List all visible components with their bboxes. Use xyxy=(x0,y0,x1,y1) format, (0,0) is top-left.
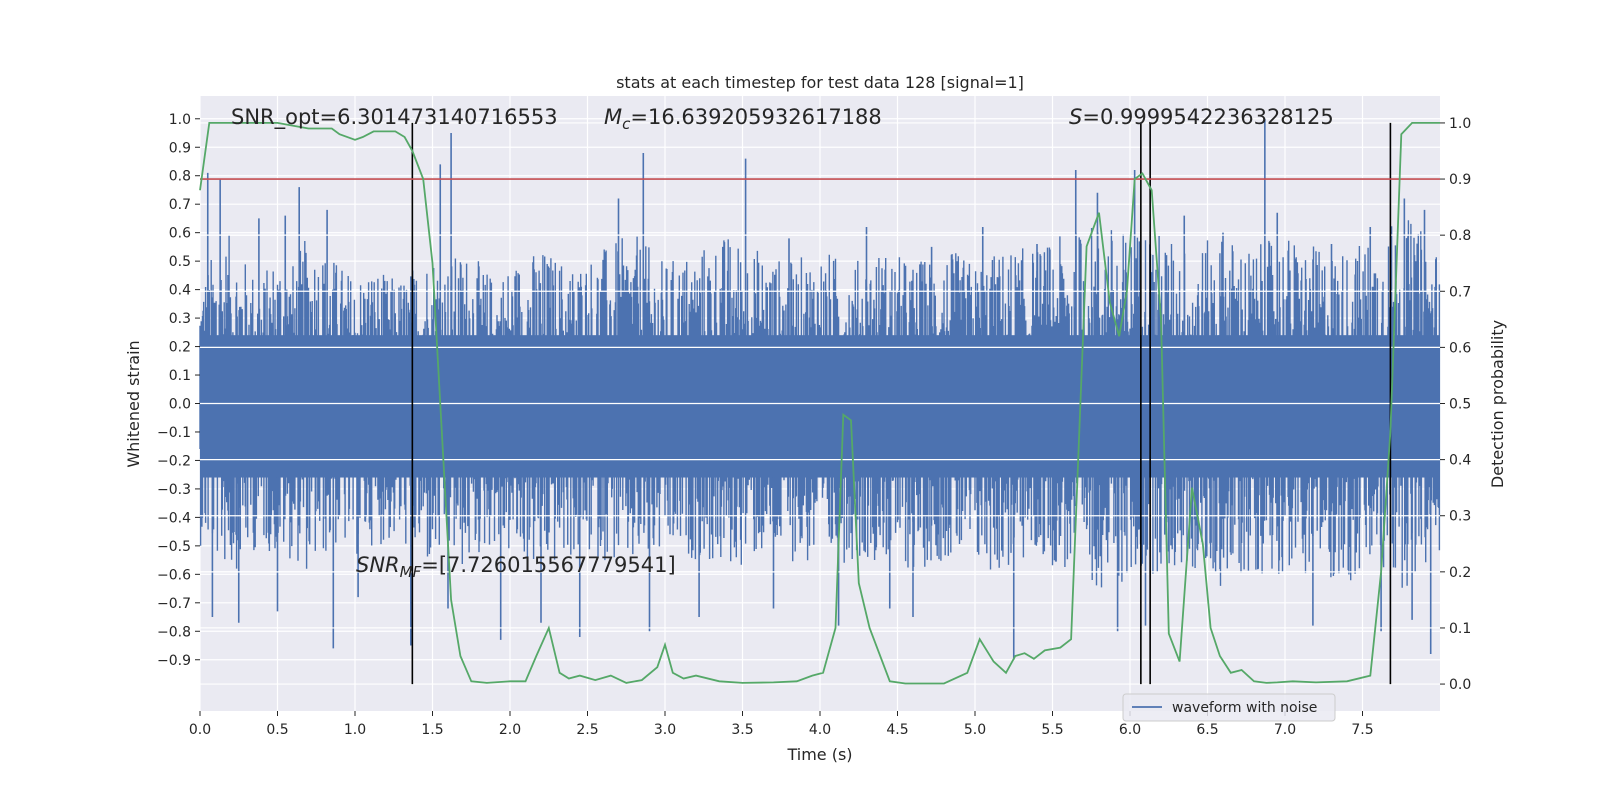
y-tick-label: 0.6 xyxy=(169,226,191,242)
y-tick-label: −0.8 xyxy=(157,624,191,640)
annotation-s: S=0.9999542236328125 xyxy=(1069,105,1334,129)
y-tick-label: 0.1 xyxy=(169,368,191,384)
y-tick-label: 0.5 xyxy=(169,254,191,270)
x-tick-label: 2.5 xyxy=(576,722,598,738)
annotation-snr-mf: SNRMF=[7.726015567779541] xyxy=(356,553,676,581)
waveform-core xyxy=(200,335,1440,478)
x-tick-label: 5.5 xyxy=(1041,722,1063,738)
legend-box xyxy=(1122,693,1336,722)
annotation-chirp-mass-value: =16.639205932617188 xyxy=(630,105,881,129)
y-axis-label: Whitened strain xyxy=(124,340,143,467)
x-tick-label: 1.5 xyxy=(421,722,443,738)
x-axis-label: Time (s) xyxy=(786,745,852,764)
legend: waveform with noise xyxy=(1122,693,1336,722)
annotation-chirp-mass: Mc=16.639205932617188 xyxy=(604,105,882,133)
axes: 0.0 0.5 1.0 1.5 2.0 2.5 3.0 3.5 4.0 4.5 5.0 5.5 6.0 6… xyxy=(157,112,1471,738)
x-tick-label: 0.5 xyxy=(266,722,288,738)
y2-tick-label: 0.6 xyxy=(1449,340,1471,356)
x-tick-label: 3.0 xyxy=(654,722,676,738)
y-tick-label: 0.4 xyxy=(169,283,191,299)
x-tick-label: 6.5 xyxy=(1196,722,1218,738)
annotation-s-value: =0.9999542236328125 xyxy=(1082,105,1333,129)
legend-label: waveform with noise xyxy=(1172,700,1317,716)
y-tick-label: 0.7 xyxy=(169,197,191,213)
waveform-series xyxy=(199,118,1441,660)
x-tick-label: 4.0 xyxy=(809,722,831,738)
probability-series xyxy=(199,122,1440,685)
y-tick-label: −0.5 xyxy=(157,539,191,555)
y2-tick-label: 0.2 xyxy=(1449,565,1471,581)
y-tick-label: 0.0 xyxy=(169,397,191,413)
y-tick-label: 0.9 xyxy=(169,140,191,156)
x-tick-label: 7.5 xyxy=(1351,722,1373,738)
y-tick-label: −0.6 xyxy=(157,567,191,583)
probability-line xyxy=(199,122,1440,685)
x-tick-label: 1.0 xyxy=(344,722,366,738)
y-tick-label: 0.8 xyxy=(169,169,191,185)
y2-tick-label: 0.5 xyxy=(1449,397,1471,413)
y-tick-label: −0.2 xyxy=(157,453,191,469)
y2-axis-label: Detection probability xyxy=(1488,320,1507,488)
y2-tick-label: 0.4 xyxy=(1449,453,1471,469)
annotation-snr-mf-value: =[7.726015567779541] xyxy=(421,553,675,577)
chart-title: stats at each timestep for test data 128… xyxy=(616,73,1024,92)
y2-tick-label: 0.1 xyxy=(1449,621,1471,637)
y2-tick-label: 0.0 xyxy=(1449,677,1471,693)
y-tick-label: −0.9 xyxy=(157,653,191,669)
x-tick-label: 0.0 xyxy=(189,722,211,738)
y-tick-label: −0.1 xyxy=(157,425,191,441)
y-tick-label: 0.3 xyxy=(169,311,191,327)
x-tick-label: 4.5 xyxy=(886,722,908,738)
y2-tick-label: 1.0 xyxy=(1449,116,1471,132)
y-tick-label: −0.3 xyxy=(157,482,191,498)
x-tick-label: 5.0 xyxy=(964,722,986,738)
marker-lines xyxy=(411,122,1392,685)
x-tick-label: 3.5 xyxy=(731,722,753,738)
y-tick-label: 0.2 xyxy=(169,340,191,356)
x-tick-label: 6.0 xyxy=(1119,722,1141,738)
y2-tick-label: 0.3 xyxy=(1449,509,1471,525)
y-tick-label: −0.4 xyxy=(157,510,191,526)
x-tick-label: 2.0 xyxy=(499,722,521,738)
y2-tick-label: 0.9 xyxy=(1449,172,1471,188)
x-tick-label: 7.0 xyxy=(1274,722,1296,738)
y2-tick-label: 0.7 xyxy=(1449,284,1471,300)
y-tick-label: 1.0 xyxy=(169,112,191,128)
y2-tick-label: 0.8 xyxy=(1449,228,1471,244)
y-tick-label: −0.7 xyxy=(157,596,191,612)
annotation-snr-opt: SNR_opt=6.301473140716553 xyxy=(231,105,558,130)
